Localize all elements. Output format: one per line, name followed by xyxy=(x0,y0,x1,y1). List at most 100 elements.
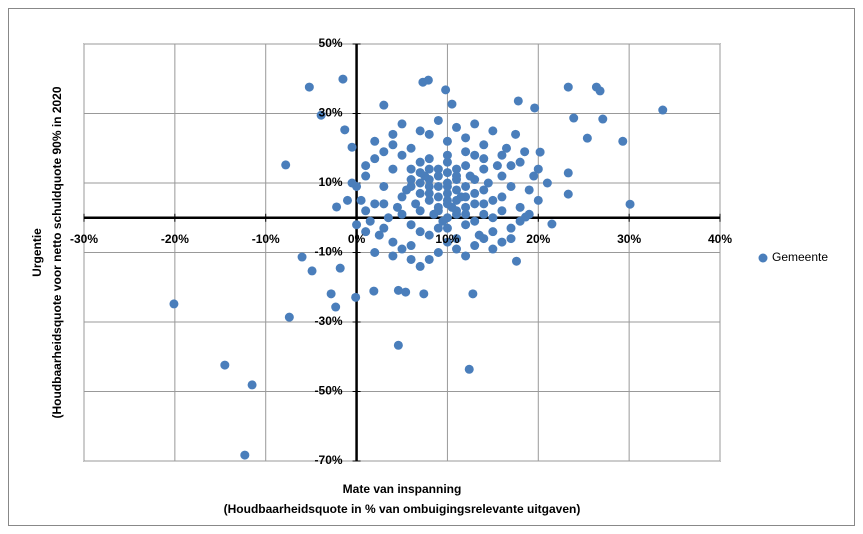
point xyxy=(406,220,416,230)
point xyxy=(442,237,452,247)
point xyxy=(361,171,371,181)
point xyxy=(361,227,371,237)
point xyxy=(470,150,480,160)
labels: -30% -20% -10% 0% 10% 20% 30% 40% 50% 30% 10% -10% -… xyxy=(30,36,828,516)
point xyxy=(415,168,425,178)
point xyxy=(415,206,425,216)
point xyxy=(501,143,511,153)
point xyxy=(547,219,557,229)
point xyxy=(506,223,516,233)
point xyxy=(461,181,471,191)
point xyxy=(535,147,545,157)
point xyxy=(406,254,416,264)
point xyxy=(326,289,336,299)
point xyxy=(563,189,573,199)
point xyxy=(347,178,357,188)
point xyxy=(415,261,425,271)
grid xyxy=(83,43,721,462)
point xyxy=(388,140,398,150)
point xyxy=(424,254,434,264)
point xyxy=(442,223,452,233)
point xyxy=(332,202,342,212)
point xyxy=(342,195,352,205)
point xyxy=(406,143,416,153)
point xyxy=(433,115,443,125)
point xyxy=(470,188,480,198)
point xyxy=(442,199,452,209)
point xyxy=(533,195,543,205)
point xyxy=(370,136,380,146)
point xyxy=(461,209,471,219)
point xyxy=(415,178,425,188)
x-tick-label: -20% xyxy=(161,232,189,246)
point xyxy=(461,133,471,143)
point xyxy=(388,129,398,139)
point xyxy=(433,248,443,257)
point xyxy=(415,157,425,167)
point xyxy=(397,119,407,129)
x-tick-label: 10% xyxy=(435,232,459,246)
point xyxy=(419,289,429,299)
point xyxy=(379,223,389,233)
point xyxy=(379,181,389,191)
point xyxy=(488,227,498,237)
point xyxy=(442,181,452,191)
point xyxy=(433,206,443,216)
point xyxy=(406,175,416,185)
point xyxy=(452,164,462,174)
x-tick-label: 0% xyxy=(348,232,366,246)
x-tick-label: 20% xyxy=(526,232,550,246)
point xyxy=(393,285,403,295)
point xyxy=(351,292,361,302)
y-tick-label: 50% xyxy=(319,36,343,50)
point xyxy=(397,150,407,160)
point xyxy=(307,266,317,276)
point xyxy=(511,129,521,139)
point xyxy=(397,244,407,254)
point xyxy=(479,209,489,219)
point xyxy=(533,164,543,174)
point xyxy=(447,99,457,109)
point xyxy=(433,171,443,181)
point xyxy=(383,213,393,223)
point xyxy=(411,199,421,209)
point xyxy=(497,237,507,247)
point xyxy=(515,157,525,167)
point xyxy=(392,202,402,212)
y-tick-label: -70% xyxy=(315,453,343,467)
point xyxy=(625,199,635,209)
point xyxy=(506,181,516,191)
point xyxy=(452,171,462,181)
y-tick-label: 30% xyxy=(319,106,343,120)
point xyxy=(497,192,507,202)
point xyxy=(452,122,462,132)
point xyxy=(569,113,579,123)
point xyxy=(470,216,480,226)
point xyxy=(433,181,443,191)
point xyxy=(424,188,434,198)
point xyxy=(415,188,425,198)
point xyxy=(424,195,434,205)
point xyxy=(352,220,362,230)
point xyxy=(247,380,257,390)
x-tick-label: 30% xyxy=(617,232,641,246)
point xyxy=(374,230,384,240)
points xyxy=(169,74,668,460)
x-tick-label: -10% xyxy=(252,232,280,246)
point xyxy=(470,119,480,129)
point xyxy=(511,256,521,266)
point xyxy=(340,125,350,135)
point xyxy=(424,154,434,164)
point xyxy=(515,216,525,226)
point xyxy=(452,209,462,219)
point xyxy=(492,161,502,171)
point xyxy=(479,185,489,195)
point xyxy=(406,241,416,251)
point xyxy=(433,164,443,174)
point xyxy=(442,188,452,198)
y-tick-label: 10% xyxy=(319,175,343,189)
point xyxy=(169,299,179,309)
legend-label: Gemeente xyxy=(772,250,828,264)
point xyxy=(442,157,452,167)
point xyxy=(361,206,371,216)
